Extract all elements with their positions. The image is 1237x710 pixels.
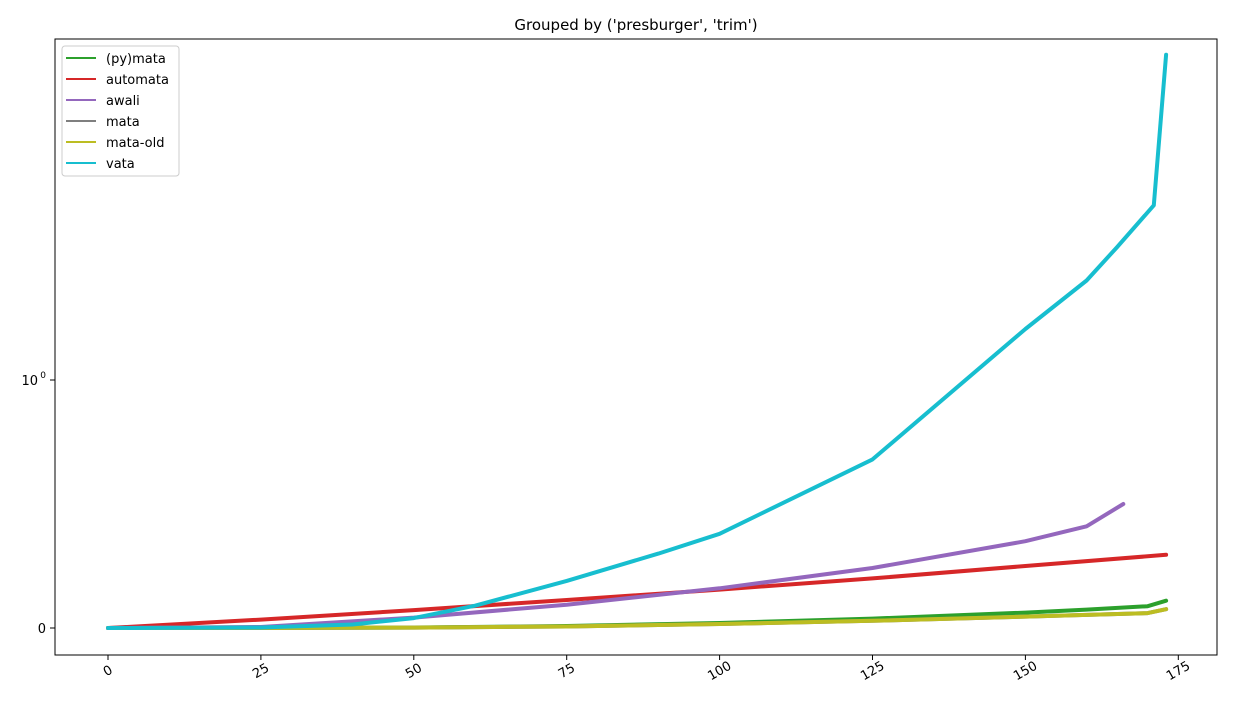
y-axis: 010 0	[21, 371, 55, 637]
legend-label: (py)mata	[106, 52, 166, 67]
legend-label: automata	[106, 73, 169, 88]
series-layer	[106, 52, 1169, 630]
y-tick-exponent: 0	[40, 371, 46, 381]
legend-label: mata	[106, 115, 140, 130]
y-tick-label: 0	[38, 622, 46, 637]
x-tick-label: 75	[556, 661, 578, 682]
legend-label: vata	[106, 157, 135, 172]
legend-label: mata-old	[106, 136, 164, 151]
series-line-vata	[106, 52, 1169, 630]
x-tick-label: 50	[403, 661, 425, 682]
y-tick-label: 10	[21, 374, 38, 389]
legend-label: awali	[106, 94, 140, 109]
chart-title: Grouped by ('presburger', 'trim')	[514, 16, 757, 34]
legend: (py)mata automata awali mata mata-old vata	[61, 45, 180, 177]
x-tick-label: 25	[250, 661, 272, 682]
plot-frame	[54, 38, 1218, 656]
